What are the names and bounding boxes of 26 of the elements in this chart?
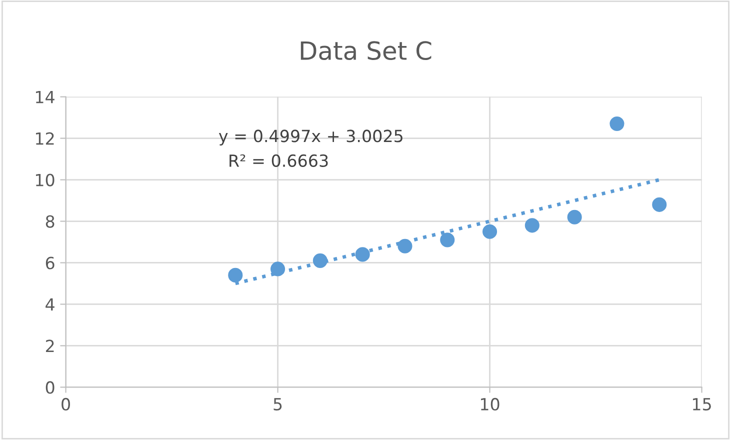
point (312, 253, 328, 268)
point (524, 218, 540, 233)
point (482, 224, 498, 239)
annotation: y = 0.4997x + 3.0025 (218, 130, 402, 146)
point (398, 238, 412, 254)
point (567, 210, 582, 224)
point (652, 197, 667, 212)
y-tick-label: 6 (46, 256, 54, 270)
x-tick-label: 10 (480, 398, 500, 411)
y-tick-label: 4 (46, 298, 54, 311)
x-tick-label: 5 (274, 398, 282, 411)
chart-title: Data Set C (300, 41, 432, 60)
y-tick-label: 14 (36, 90, 54, 104)
y-tick-label: 8 (46, 215, 54, 228)
point (610, 116, 624, 132)
y-tick-label: 2 (46, 340, 54, 352)
x-tick-label: 15 (692, 398, 711, 411)
y-tick-label: 0 (46, 381, 54, 394)
point (270, 262, 286, 276)
point (440, 232, 455, 248)
y-tick-label: 12 (36, 132, 54, 145)
annotation: R² = 0.6663 (230, 154, 328, 167)
point (355, 247, 370, 262)
x-tick-label: 0 (62, 398, 70, 411)
point (228, 268, 243, 282)
y-tick-label: 10 (36, 174, 54, 186)
